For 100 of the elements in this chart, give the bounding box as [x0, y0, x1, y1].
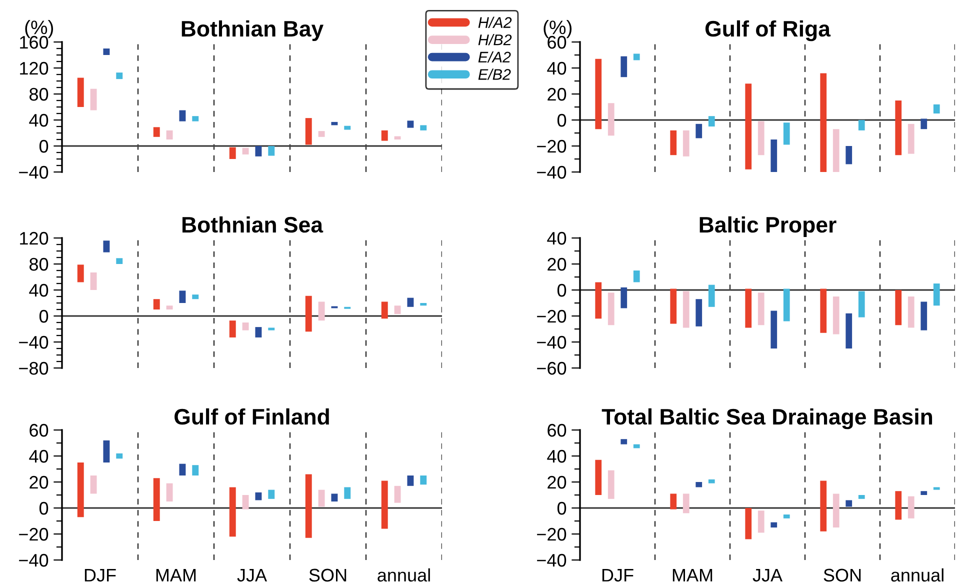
chart-title: Bothnian Sea [182, 216, 324, 233]
bar [318, 131, 325, 137]
bar [620, 287, 628, 308]
y-tick-label: −40 [19, 166, 48, 179]
bar [192, 465, 199, 476]
bar [242, 322, 249, 330]
y-tick-label: 40 [29, 114, 48, 127]
bar [858, 291, 865, 318]
y-tick-label: 0 [557, 502, 566, 515]
bar [820, 288, 827, 333]
bar [920, 491, 928, 495]
bar [268, 146, 275, 156]
bar [908, 296, 914, 328]
x-tick-label: DJF [602, 568, 634, 582]
chart-title: Gulf of Finland [174, 408, 329, 425]
y-tick-label: −20 [537, 140, 566, 153]
bar [895, 290, 902, 326]
x-tick-label: SON [309, 568, 346, 582]
bar [394, 136, 401, 140]
bar [908, 124, 914, 154]
bar [229, 487, 236, 537]
bar [858, 495, 865, 499]
bar [745, 288, 752, 328]
bar [633, 444, 640, 448]
bar [832, 296, 840, 334]
bar [179, 290, 186, 303]
bar [116, 453, 123, 459]
bar [381, 302, 388, 319]
y-tick-label: −40 [19, 554, 48, 567]
bar [305, 118, 312, 145]
bar [670, 288, 677, 324]
bar [407, 298, 414, 307]
bar [933, 104, 940, 114]
bar [820, 480, 827, 532]
bar [318, 490, 325, 507]
y-tick-label: 20 [548, 258, 566, 271]
bar [745, 84, 752, 170]
bar [179, 464, 186, 476]
y-tick-label: −20 [537, 310, 566, 323]
bar [783, 288, 790, 322]
bar [633, 270, 640, 282]
bar [783, 514, 790, 518]
bar [620, 56, 628, 78]
y-tick-label: 0 [39, 502, 48, 515]
x-tick-label: annual [891, 568, 944, 582]
y-tick-label: 20 [30, 476, 48, 489]
chart-title: Bothnian Bay [182, 20, 324, 42]
bar [331, 494, 338, 502]
bar [708, 284, 715, 307]
bar [595, 460, 602, 495]
bar [116, 258, 123, 264]
bar [608, 292, 614, 326]
bar [696, 482, 702, 488]
y-tick-label: 40 [29, 450, 48, 463]
bar [682, 291, 690, 328]
bar [381, 480, 388, 529]
legend-label: E/A2 [478, 51, 511, 63]
bar [255, 146, 262, 156]
bar [153, 478, 160, 521]
y-tick-label: −60 [537, 362, 566, 375]
bar [933, 487, 940, 490]
y-tick-label: 0 [557, 114, 566, 127]
bar [77, 78, 84, 107]
bar [783, 122, 790, 145]
bar [166, 130, 173, 140]
bar [305, 474, 312, 538]
bar [179, 110, 186, 122]
x-tick-label: JJA [752, 568, 783, 582]
bar [858, 120, 865, 130]
bar [192, 294, 199, 300]
y-tick-label: 80 [30, 88, 48, 101]
bar [670, 494, 677, 510]
bar [268, 328, 275, 330]
bar [344, 487, 351, 499]
bar [331, 122, 338, 126]
bar [166, 306, 173, 310]
bar [344, 126, 351, 130]
y-tick-label: −40 [537, 336, 566, 349]
x-tick-label: JJA [237, 568, 268, 582]
bar [90, 476, 97, 494]
bar [153, 299, 160, 310]
bar [608, 470, 614, 499]
bar [682, 494, 690, 514]
bar [696, 124, 702, 138]
bar [696, 299, 702, 326]
y-tick-label: 20 [548, 88, 566, 101]
bar [103, 48, 110, 55]
x-tick-label: MAM [156, 568, 196, 582]
x-tick-label: annual [378, 568, 430, 582]
bar [394, 306, 401, 314]
bar [633, 54, 640, 60]
bar [407, 476, 414, 486]
y-tick-label: 0 [39, 140, 48, 153]
y-tick-label: 20 [548, 476, 566, 489]
y-tick-label: 40 [547, 232, 566, 245]
legend-label: H/A2 [478, 16, 512, 28]
y-tick-label: 40 [547, 62, 566, 75]
bar [745, 508, 752, 540]
x-tick-label: SON [824, 568, 861, 582]
x-tick-label: MAM [672, 568, 712, 582]
